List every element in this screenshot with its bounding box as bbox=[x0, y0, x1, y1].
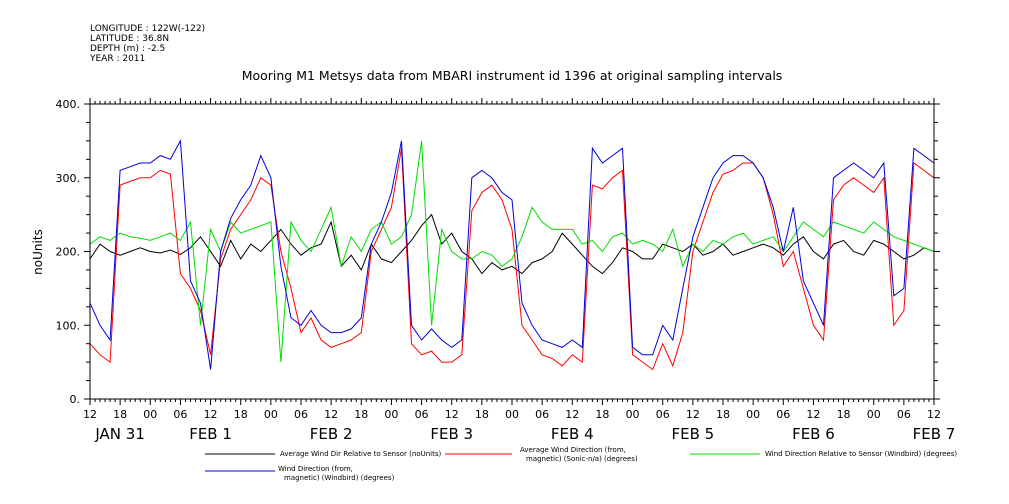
meta-latitude: LATITUDE : 36.8N bbox=[90, 34, 169, 44]
series-line-3 bbox=[89, 140, 935, 363]
legend-label-1: Average Wind Dir Relative to Sensor (noU… bbox=[280, 450, 441, 458]
x-tick-label: 18 bbox=[595, 408, 609, 421]
x-tick-label: 18 bbox=[837, 408, 851, 421]
x-tick-label: 00 bbox=[384, 408, 398, 421]
x-tick-label: 06 bbox=[173, 408, 187, 421]
x-tick-label: 12 bbox=[565, 408, 579, 421]
x-tick-label: 18 bbox=[113, 408, 127, 421]
x-tick-label: 18 bbox=[475, 408, 489, 421]
series-line-1 bbox=[89, 213, 935, 275]
x-tick-label: 06 bbox=[294, 408, 308, 421]
plot-series bbox=[89, 139, 935, 371]
x-tick-label: 00 bbox=[143, 408, 157, 421]
x-tick-label: 12 bbox=[686, 408, 700, 421]
y-axis-label: noUnits bbox=[31, 229, 45, 275]
x-day-label: FEB 3 bbox=[430, 425, 473, 443]
legend-label-2: Average Wind Direction (from, magnetic) (… bbox=[520, 446, 638, 463]
y-tick-label: 200. bbox=[56, 246, 81, 259]
x-tick-label: 06 bbox=[897, 408, 911, 421]
x-tick-label: 06 bbox=[776, 408, 790, 421]
series-line-2 bbox=[89, 148, 935, 371]
x-tick-label: 12 bbox=[324, 408, 338, 421]
x-tick-label: 00 bbox=[626, 408, 640, 421]
x-tick-label: 18 bbox=[234, 408, 248, 421]
legend: Average Wind Dir Relative to Sensor (noU… bbox=[205, 446, 957, 482]
x-tick-label: 12 bbox=[445, 408, 459, 421]
x-day-label: JAN 31 bbox=[94, 425, 145, 443]
x-day-label: FEB 7 bbox=[913, 425, 956, 443]
x-tick-label: 12 bbox=[83, 408, 97, 421]
x-day-label: FEB 1 bbox=[189, 425, 232, 443]
x-tick-label: 00 bbox=[264, 408, 278, 421]
x-tick-label: 00 bbox=[505, 408, 519, 421]
chart-title: Mooring M1 Metsys data from MBARI instru… bbox=[242, 68, 783, 83]
y-tick-label: 0. bbox=[70, 393, 81, 406]
meta-longitude: LONGITUDE : 122W(-122) bbox=[90, 24, 205, 34]
x-tick-label: 06 bbox=[415, 408, 429, 421]
x-tick-label: 18 bbox=[354, 408, 368, 421]
x-tick-label: 06 bbox=[535, 408, 549, 421]
x-tick-label: 12 bbox=[927, 408, 941, 421]
legend-label-3: Wind Direction Relative to Sensor (Windb… bbox=[765, 450, 957, 458]
legend-label-4: Wind Direction (from, magnetic) (Windbird… bbox=[278, 465, 395, 482]
x-day-label: FEB 4 bbox=[551, 425, 594, 443]
series-line-4 bbox=[89, 139, 935, 370]
x-tick-label: 00 bbox=[746, 408, 760, 421]
x-tick-label: 12 bbox=[806, 408, 820, 421]
x-day-label: FEB 6 bbox=[792, 425, 835, 443]
x-tick-label: 12 bbox=[204, 408, 218, 421]
x-day-label: FEB 5 bbox=[671, 425, 714, 443]
meta-year: YEAR : 2011 bbox=[89, 54, 145, 64]
meta-depth: DEPTH (m) : -2.5 bbox=[90, 44, 165, 54]
axes: 12 18 00 06 12 18 00 06 12 18 00 06 12 18 00 06 12 18 00 06… bbox=[56, 98, 956, 443]
x-tick-label: 18 bbox=[716, 408, 730, 421]
x-day-label: FEB 2 bbox=[310, 425, 353, 443]
plot-frame bbox=[89, 103, 935, 400]
y-tick-label: 300. bbox=[56, 172, 81, 185]
x-tick-label: 06 bbox=[656, 408, 670, 421]
y-tick-label: 100. bbox=[56, 319, 81, 332]
x-tick-label: 00 bbox=[867, 408, 881, 421]
y-tick-label: 400. bbox=[56, 98, 81, 111]
